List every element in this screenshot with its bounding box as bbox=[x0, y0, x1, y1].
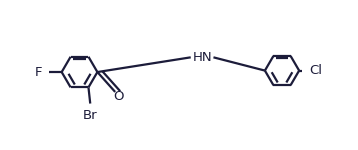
Text: Br: Br bbox=[83, 109, 98, 122]
Text: O: O bbox=[113, 90, 123, 103]
Text: HN: HN bbox=[192, 51, 212, 64]
Text: Cl: Cl bbox=[310, 64, 323, 77]
Text: F: F bbox=[35, 66, 42, 79]
